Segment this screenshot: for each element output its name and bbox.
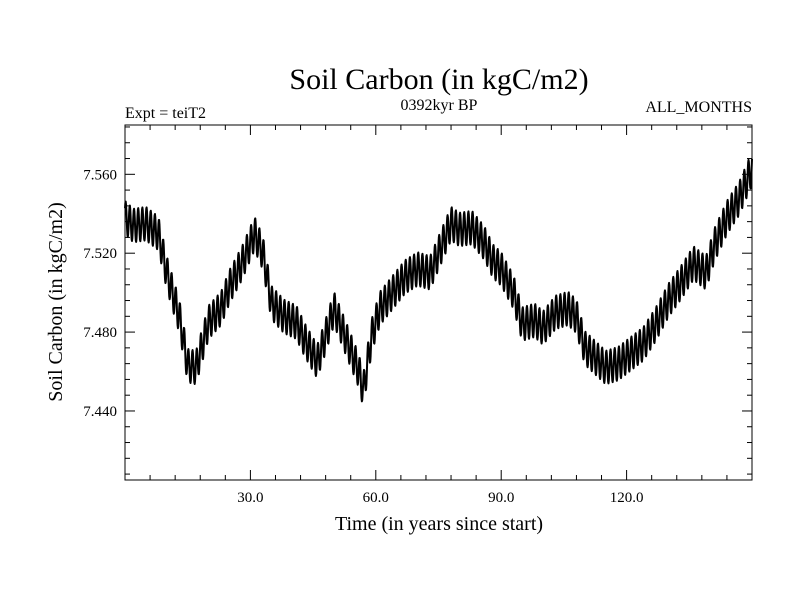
plot-frame	[124, 124, 753, 481]
chart-title: Soil Carbon (in kgC/m2)	[289, 63, 588, 96]
x-tick-label: 90.0	[488, 490, 514, 506]
y-tick-label: 7.520	[83, 246, 117, 262]
subtitle-center: 0392kyr BP	[401, 97, 478, 114]
y-axis-label: Soil Carbon (in kgC/m2)	[45, 202, 67, 401]
y-tick-label: 7.440	[83, 404, 117, 420]
x-axis-label: Time (in years since start)	[335, 513, 543, 535]
x-tick-label: 30.0	[237, 490, 263, 506]
series-line	[124, 158, 753, 403]
x-tick-label: 120.0	[610, 490, 644, 506]
y-tick-label: 7.480	[83, 325, 117, 341]
tick-labels: 30.0 60.0 90.0 120.0 7.440 7.480 7.520 7.560	[83, 167, 643, 506]
y-tick-label: 7.560	[83, 167, 117, 183]
x-tick-label: 60.0	[363, 490, 389, 506]
subtitle-right: ALL_MONTHS	[645, 99, 752, 116]
subtitle-left: Expt = teiT2	[125, 105, 206, 122]
